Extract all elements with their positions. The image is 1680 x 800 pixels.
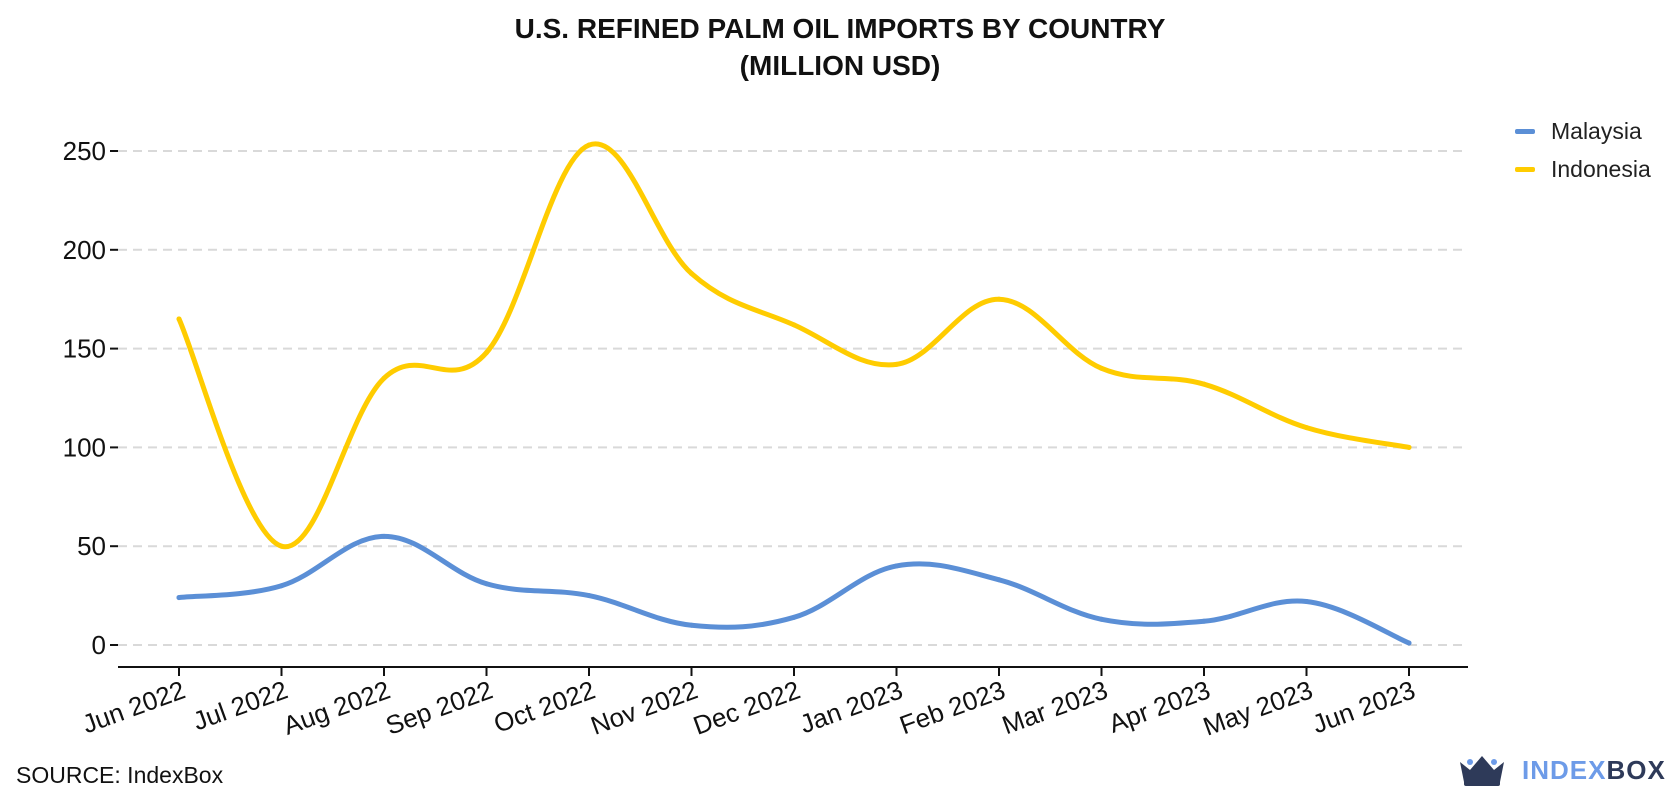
x-tick-label: Jun 2022 xyxy=(78,674,189,739)
legend-swatch-indonesia xyxy=(1515,166,1535,172)
chart-title-line1: U.S. REFINED PALM OIL IMPORTS BY COUNTRY xyxy=(514,13,1166,44)
data-point-indonesia[interactable] xyxy=(381,375,387,381)
legend-swatch-malaysia xyxy=(1515,128,1535,134)
logo-text-box: BOX xyxy=(1606,754,1666,785)
data-point-malaysia[interactable] xyxy=(176,595,182,601)
data-point-malaysia[interactable] xyxy=(1406,640,1412,646)
legend: Malaysia Indonesia xyxy=(1515,112,1651,188)
y-tick-label: 100 xyxy=(63,432,106,462)
data-point-malaysia[interactable] xyxy=(894,563,899,569)
data-point-indonesia[interactable] xyxy=(791,322,797,328)
data-point-malaysia[interactable] xyxy=(689,622,694,628)
legend-item-indonesia[interactable]: Indonesia xyxy=(1515,150,1651,188)
data-point-indonesia[interactable] xyxy=(1201,381,1207,387)
legend-item-malaysia[interactable]: Malaysia xyxy=(1515,112,1651,150)
data-point-indonesia[interactable] xyxy=(996,296,1002,302)
y-tick-label: 50 xyxy=(77,531,106,561)
x-tick-label: Aug 2022 xyxy=(279,674,394,740)
data-point-malaysia[interactable] xyxy=(996,577,1002,583)
data-point-malaysia[interactable] xyxy=(1201,618,1207,624)
data-point-indonesia[interactable] xyxy=(689,271,694,277)
series-line-malaysia[interactable] xyxy=(176,533,1412,646)
x-tick-label: Sep 2022 xyxy=(382,674,497,740)
y-axis: 0 50 100 150 200 250 xyxy=(63,136,118,660)
crown-box-icon xyxy=(1460,756,1504,786)
indexbox-logo[interactable]: INDEXBOX xyxy=(1456,752,1666,788)
data-point-malaysia[interactable] xyxy=(484,581,489,587)
x-tick-label: Mar 2023 xyxy=(998,674,1111,740)
series-lines xyxy=(176,141,1412,646)
chart-title-line2: (MILLION USD) xyxy=(739,50,941,81)
y-tick-label: 250 xyxy=(63,136,106,166)
x-tick-label: Feb 2023 xyxy=(896,674,1010,740)
logo-text-index: INDEX xyxy=(1522,754,1607,785)
grid-lines xyxy=(118,150,1468,646)
data-point-indonesia[interactable] xyxy=(894,361,899,367)
x-tick-label: Jun 2023 xyxy=(1308,674,1419,739)
source-note: SOURCE: IndexBox xyxy=(16,762,224,788)
x-tick-label: Dec 2022 xyxy=(689,674,804,740)
data-point-malaysia[interactable] xyxy=(791,614,797,620)
legend-label-malaysia: Malaysia xyxy=(1551,117,1642,144)
chart-title: U.S. REFINED PALM OIL IMPORTS BY COUNTRY… xyxy=(0,10,1680,84)
logo-text: INDEXBOX xyxy=(1522,755,1666,786)
x-tick-label: Jul 2022 xyxy=(189,674,292,736)
data-point-malaysia[interactable] xyxy=(1099,616,1104,622)
data-point-indonesia[interactable] xyxy=(484,350,489,356)
data-point-indonesia[interactable] xyxy=(176,316,182,322)
y-tick-label: 200 xyxy=(63,235,106,265)
data-point-malaysia[interactable] xyxy=(586,593,592,599)
legend-label-indonesia: Indonesia xyxy=(1551,155,1651,182)
data-point-malaysia[interactable] xyxy=(279,583,284,589)
data-point-indonesia[interactable] xyxy=(279,543,284,549)
y-tick-label: 0 xyxy=(92,630,106,660)
data-point-malaysia[interactable] xyxy=(381,533,387,539)
data-point-indonesia[interactable] xyxy=(1099,365,1104,371)
x-tick-label: May 2023 xyxy=(1199,674,1317,741)
series-line-indonesia[interactable] xyxy=(176,141,1412,549)
data-point-indonesia[interactable] xyxy=(1304,425,1309,431)
data-point-indonesia[interactable] xyxy=(586,142,592,148)
data-point-indonesia[interactable] xyxy=(1406,444,1412,450)
x-tick-label: Nov 2022 xyxy=(587,674,702,740)
x-tick-label: Apr 2023 xyxy=(1105,674,1214,738)
x-tick-label: Oct 2022 xyxy=(490,674,599,738)
y-tick-label: 150 xyxy=(63,334,106,364)
data-point-malaysia[interactable] xyxy=(1304,599,1309,605)
x-tick-label: Jan 2023 xyxy=(796,674,907,739)
